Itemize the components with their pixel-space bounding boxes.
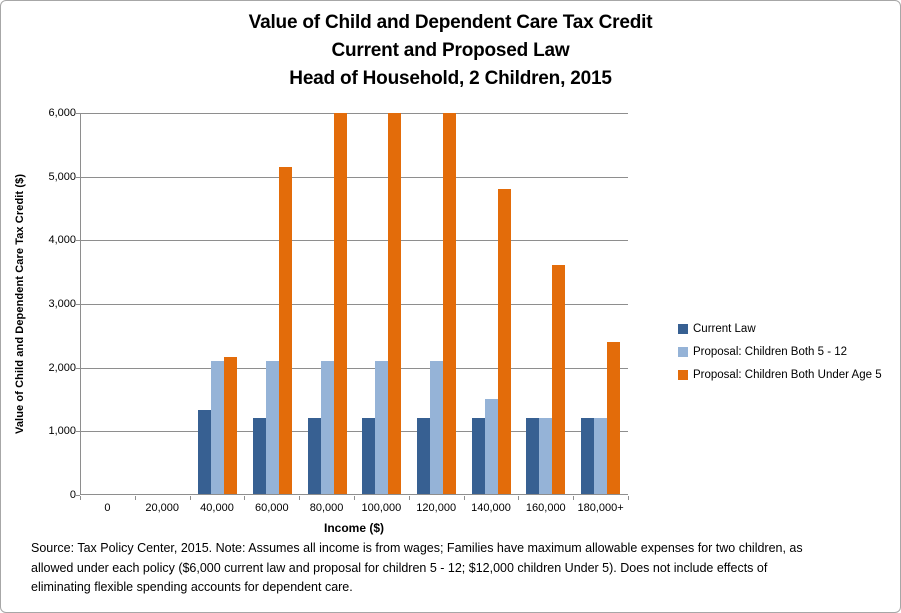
y-tick-mark (76, 368, 80, 369)
y-tick-label-6,000: 6,000 (48, 107, 76, 119)
legend-item-proposal-children-both-under-age-5: Proposal: Children Both Under Age 5 (678, 367, 882, 382)
gridline-4,000 (81, 240, 628, 242)
bar-140,000-proposal-children-both-5-12 (484, 399, 498, 494)
y-tick-mark (76, 240, 80, 241)
x-tick-mark (80, 496, 81, 500)
source-note-line-3: eliminating flexible spending accounts f… (31, 580, 353, 594)
y-tick-label-2,000: 2,000 (48, 361, 76, 374)
source-note: Source: Tax Policy Center, 2015. Note: A… (31, 539, 893, 598)
x-tick-mark (135, 496, 136, 500)
bar-group-100,000 (355, 113, 410, 494)
gridline-3,000 (81, 304, 628, 305)
y-tick-label-1,000: 1,000 (48, 425, 76, 438)
x-tick-label-60,000: 60,000 (254, 502, 289, 514)
y-tick-label-0: 0 (69, 489, 76, 501)
y-tick-label-3,000: 3,000 (48, 298, 76, 310)
bar-60,000-proposal-children-both-under-age-5 (278, 167, 292, 494)
x-tick-label-0: 0 (104, 502, 111, 514)
x-tick-label-120,000: 120,000 (416, 502, 457, 514)
legend-item-current-law: Current Law (678, 321, 882, 336)
bar-120,000-current-law (417, 418, 431, 494)
x-tick-label-160,000: 160,000 (525, 502, 566, 514)
bar-100,000-proposal-children-both-5-12 (375, 361, 389, 494)
bar-160,000-proposal-children-both-5-12 (539, 418, 553, 494)
legend-label: Current Law (693, 322, 756, 335)
x-tick-label-100,000: 100,000 (361, 502, 402, 514)
chart-title-line-1: Value of Child and Dependent Care Tax Cr… (248, 12, 653, 33)
y-tick-mark (76, 495, 80, 496)
bar-group-60,000 (245, 113, 300, 494)
x-tick-mark (244, 496, 245, 500)
bar-120,000-proposal-children-both-5-12 (430, 361, 444, 494)
bar-80,000-proposal-children-both-5-12 (320, 361, 334, 494)
bar-80,000-current-law (307, 418, 321, 494)
x-tick-mark (628, 496, 629, 500)
gridline-6,000 (81, 113, 628, 114)
bar-160,000-current-law (526, 418, 540, 494)
bar-group-40,000 (190, 113, 245, 494)
legend-label: Proposal: Children Both 5 - 12 (693, 345, 848, 358)
bar-160,000-proposal-children-both-under-age-5 (552, 265, 566, 494)
bar-80,000-proposal-children-both-under-age-5 (333, 113, 347, 494)
x-tick-mark (518, 496, 519, 500)
bar-140,000-current-law (471, 418, 485, 494)
source-note-line-1: Source: Tax Policy Center, 2015. Note: A… (31, 541, 803, 555)
y-tick-mark (76, 304, 80, 305)
x-tick-mark (464, 496, 465, 500)
x-tick-mark (190, 496, 191, 500)
bar-60,000-proposal-children-both-5-12 (265, 361, 279, 494)
y-tick-label-4,000: 4,000 (48, 234, 76, 247)
x-tick-label-140,000: 140,000 (471, 502, 511, 514)
bar-group-0 (81, 113, 136, 494)
bar-180,000+-proposal-children-both-under-age-5 (607, 342, 621, 494)
x-tick-mark (409, 496, 410, 500)
plot-area (80, 113, 628, 495)
bar-100,000-current-law (362, 418, 376, 494)
bar-120,000-proposal-children-both-under-age-5 (443, 113, 457, 494)
bar-group-80,000 (300, 113, 355, 494)
bar-40,000-proposal-children-both-under-age-5 (224, 357, 238, 494)
gridline-2,000 (81, 367, 628, 369)
x-tick-mark (354, 496, 355, 500)
bar-group-180,000+ (573, 113, 628, 494)
bar-60,000-current-law (252, 418, 266, 494)
bar-group-160,000 (519, 113, 574, 494)
x-tick-label-40,000: 40,000 (200, 502, 234, 514)
x-tick-label-180,000+: 180,000+ (577, 502, 624, 514)
bar-40,000-current-law (198, 410, 212, 494)
gridline-5,000 (81, 176, 628, 178)
bar-40,000-proposal-children-both-5-12 (211, 361, 225, 494)
legend-label: Proposal: Children Both Under Age 5 (693, 368, 882, 381)
legend-swatch-icon (678, 369, 688, 380)
bar-group-140,000 (464, 113, 519, 494)
gridline-1,000 (81, 431, 628, 433)
legend-swatch-icon (678, 346, 688, 357)
y-tick-mark (76, 177, 80, 178)
source-note-line-2: allowed under each policy ($6,000 curren… (31, 560, 768, 575)
legend: Current Law Proposal: Children Both 5 - 1… (678, 321, 882, 390)
x-axis-title: Income ($) (323, 521, 384, 535)
bar-group-120,000 (409, 113, 464, 494)
x-tick-label-80,000: 80,000 (309, 502, 344, 514)
chart-title-line-3: Head of Household, 2 Children, 2015 (289, 68, 612, 89)
bar-180,000+-current-law (581, 418, 595, 494)
legend-item-proposal-children-both-5-12: Proposal: Children Both 5 - 12 (678, 344, 882, 359)
bar-group-20,000 (136, 113, 191, 494)
bar-100,000-proposal-children-both-under-age-5 (388, 113, 402, 494)
x-tick-mark (299, 496, 300, 500)
legend-swatch-icon (678, 323, 688, 334)
x-tick-label-20,000: 20,000 (145, 502, 180, 514)
chart-title: Value of Child and Dependent Care Tax Cr… (0, 9, 901, 93)
x-tick-mark (573, 496, 574, 500)
chart-title-line-2: Current and Proposed Law (331, 40, 570, 61)
y-tick-label-5,000: 5,000 (48, 170, 76, 183)
y-tick-mark (76, 113, 80, 114)
bar-140,000-proposal-children-both-under-age-5 (497, 189, 511, 494)
bar-180,000+-proposal-children-both-5-12 (594, 418, 608, 494)
y-tick-mark (76, 431, 80, 432)
